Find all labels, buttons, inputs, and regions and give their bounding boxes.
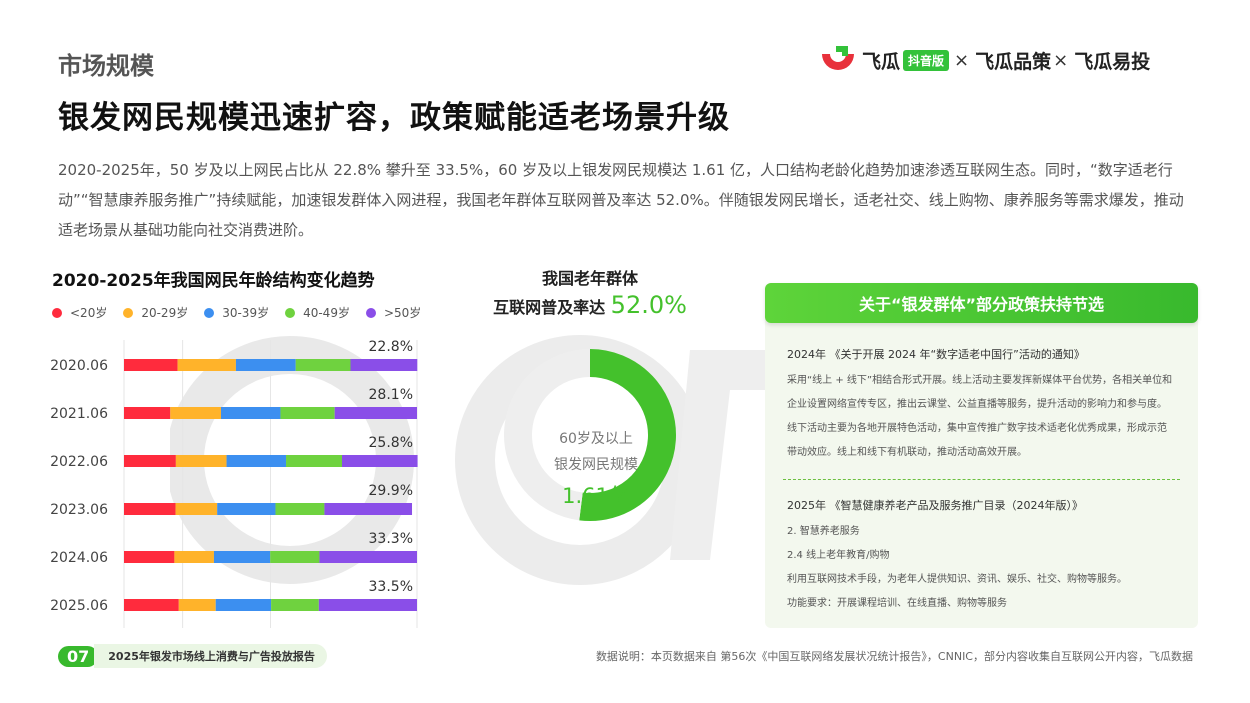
legend-item: <20岁: [52, 304, 107, 321]
footer-left: 07 2025年银发市场线上消费与广告投放报告: [58, 644, 327, 668]
legend-item: 30-39岁: [204, 304, 269, 321]
bar-segment: [341, 455, 418, 467]
brand-separator: ×: [1053, 49, 1069, 71]
legend-swatch: [285, 307, 296, 318]
bar-segment: [124, 407, 171, 419]
policy-doc1-title: 2024年 《关于开展 2024 年“数字适老中国行”活动的通知》: [787, 348, 1085, 361]
bar-segment: [226, 455, 287, 467]
category-label: 2025.06: [50, 598, 108, 614]
donut-title: 我国老年群体 互联网普及率达 52.0%: [460, 266, 720, 321]
bar-segment: [217, 503, 276, 515]
category-label: 2020.06: [50, 358, 108, 374]
donut-title-text: 互联网普及率达: [493, 298, 606, 317]
legend-label: 30-39岁: [222, 306, 270, 320]
feigua-logo-icon: [822, 46, 854, 70]
bar-chart-legend: <20岁 20-29岁 30-39岁 40-49岁 >50岁: [52, 304, 437, 321]
bar-segment: [295, 359, 351, 371]
bar-segment: [270, 551, 320, 563]
brand-bar: 飞瓜 抖音版 × 飞瓜品策 × 飞瓜易投: [818, 44, 1150, 76]
bar-segment: [334, 407, 417, 419]
donut-center-line2: 银发网民规模: [554, 457, 638, 473]
bar-segment: [235, 359, 296, 371]
brand-separator: ×: [954, 49, 970, 71]
bar-segment: [124, 359, 178, 371]
age-structure-bar-chart: 2020.06 22.8% 2021.06 28.1% 2022.06 25.8% 2023…: [50, 339, 418, 628]
policy-panel-header: 关于“银发群体”部分政策扶持节选: [765, 283, 1198, 323]
data-label: 28.1%: [369, 387, 413, 403]
bar-segment: [178, 599, 216, 611]
brand-name-yitou: 飞瓜易投: [1074, 50, 1151, 73]
donut-title-line1: 我国老年群体: [541, 269, 638, 288]
page-number: 07: [58, 645, 99, 667]
bar-segment: [124, 551, 175, 563]
category-label: 2022.06: [50, 454, 108, 470]
donut-center-label: 60岁及以上 银发网民规模: [540, 426, 652, 478]
silver-netizen-scale-value: 1.61亿: [562, 484, 630, 508]
category-label: 2023.06: [50, 502, 108, 518]
policy-doc2-item: 2.4 线上老年教育/购物: [787, 550, 890, 561]
penetration-donut-chart: [504, 349, 676, 521]
policy-doc2-title: 2025年 《智慧健康养老产品及服务推广目录（2024年版）》: [787, 499, 1083, 512]
bar-segment: [220, 407, 281, 419]
bar-segment: [175, 503, 218, 515]
bar-chart-title: 2020-2025年我国网民年龄结构变化趋势: [52, 271, 375, 291]
data-label: 22.8%: [369, 339, 413, 355]
bar-segment: [275, 503, 325, 515]
legend-label: >50岁: [383, 306, 422, 320]
bar-segment: [213, 551, 271, 563]
policy-panel-body: 2024年 《关于开展 2024 年“数字适老中国行”活动的通知》 采用“线上 …: [765, 323, 1198, 616]
donut-slice-remaining: [504, 349, 591, 521]
legend-swatch: [123, 307, 134, 318]
bar-segment: [318, 599, 417, 611]
bar-segment: [350, 359, 418, 371]
policy-doc1-body: 采用“线上 + 线下”相结合形式开展。线上活动主要发挥新媒体平台优势，各相关单位…: [787, 375, 1173, 458]
bar-segment: [177, 359, 236, 371]
bar-segment: [215, 599, 272, 611]
bar-segment: [124, 503, 176, 515]
bar-segment: [271, 599, 319, 611]
legend-label: 40-49岁: [303, 306, 350, 320]
intro-paragraph: 2020-2025年，50 岁及以上网民占比从 22.8% 攀升至 33.5%，…: [58, 161, 1184, 239]
data-label: 33.3%: [369, 531, 413, 547]
legend-swatch: [204, 307, 215, 318]
bar-segment: [286, 455, 342, 467]
bar-segment: [124, 455, 176, 467]
brand-badge-douyin: 抖音版: [903, 49, 950, 71]
legend-item: 20-29岁: [123, 304, 188, 321]
policy-doc2-line: 利用互联网技术手段，为老年人提供知识、资讯、娱乐、社交、购物等服务。: [787, 574, 1127, 585]
data-source-note: 数据说明：本页数据来自 第56次《中国互联网络发展状况统计报告》，CNNIC，部…: [595, 650, 1193, 663]
policy-panel: 关于“银发群体”部分政策扶持节选 2024年 《关于开展 2024 年“数字适老…: [765, 283, 1198, 628]
bar-segment: [175, 455, 227, 467]
donut-center-line1: 60岁及以上: [559, 431, 633, 447]
legend-label: <20岁: [70, 306, 108, 320]
data-label: 25.8%: [369, 435, 413, 451]
bar-segment: [124, 599, 179, 611]
policy-doc2-line: 功能要求：开展课程培训、在线直播、购物等服务: [787, 598, 1007, 609]
data-label: 29.9%: [369, 483, 413, 499]
bar-segment: [324, 503, 413, 515]
brand-name-pince: 飞瓜品策: [975, 50, 1052, 73]
policy-divider: [783, 479, 1180, 480]
bar-segment: [280, 407, 335, 419]
data-label: 33.5%: [369, 579, 413, 595]
bar-segment: [319, 551, 417, 563]
legend-swatch: [365, 307, 376, 318]
donut-slice-penetration: [579, 349, 676, 521]
penetration-rate-value: 52.0%: [610, 291, 687, 319]
legend-item: 40-49岁: [285, 304, 350, 321]
bar-segment: [174, 551, 214, 563]
brand-name-feigua: 飞瓜: [862, 50, 901, 73]
legend-item: >50岁: [365, 304, 422, 321]
report-name: 2025年银发市场线上消费与广告投放报告: [94, 644, 327, 668]
page-headline: 银发网民规模迅速扩容，政策赋能适老场景升级: [58, 100, 730, 136]
bar-segment: [170, 407, 221, 419]
legend-swatch: [52, 307, 62, 318]
section-label: 市场规模: [58, 52, 154, 80]
category-label: 2021.06: [50, 406, 108, 422]
legend-label: 20-29岁: [141, 306, 189, 320]
category-label: 2024.06: [50, 550, 108, 566]
donut-title-line2: 互联网普及率达 52.0%: [460, 292, 720, 321]
policy-doc2-item: 2. 智慧养老服务: [787, 526, 860, 537]
